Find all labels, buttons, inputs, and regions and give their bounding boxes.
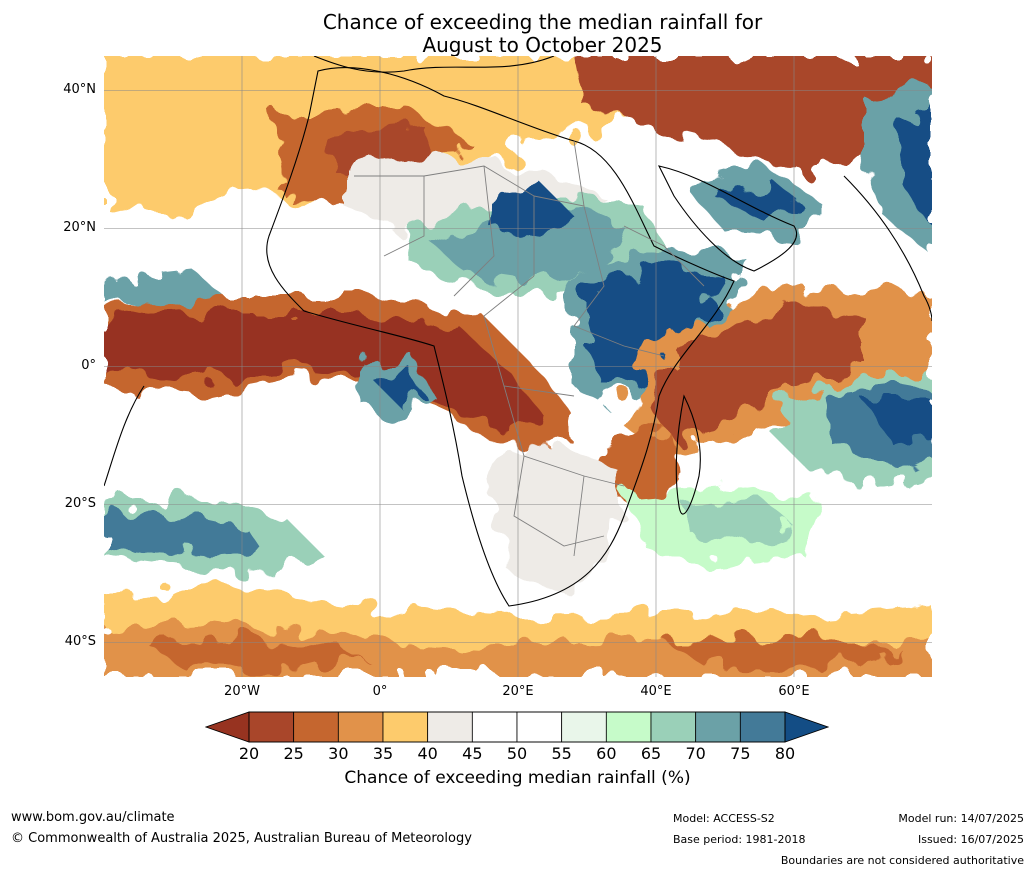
colorbar-cell <box>427 711 473 743</box>
colorbar-cell <box>337 711 384 743</box>
colorbar-tick-label: 50 <box>506 744 528 763</box>
footer-disclaimer: Boundaries are not considered authoritat… <box>780 854 1024 867</box>
lat-label-0: 0° <box>81 358 96 373</box>
colorbar-tick-label: 40 <box>417 744 438 763</box>
footer-website[interactable]: www.bom.gov.au/climate <box>11 810 175 825</box>
colorbar-tick-label: 70 <box>685 744 706 763</box>
colorbar-tick-label: 45 <box>462 744 483 763</box>
lon-label-40e: 40°E <box>640 684 672 699</box>
colorbar-cell <box>382 711 429 743</box>
footer-model-run: Model run: 14/07/2025 <box>898 812 1024 825</box>
lon-label-20w: 20°W <box>224 684 260 699</box>
footer-copyright: © Commonwealth of Australia 2025, Austra… <box>11 831 472 846</box>
colorbar-cell <box>605 711 652 743</box>
colorbar-over-arrow <box>784 711 829 743</box>
india-coastline <box>843 175 932 322</box>
rainfall-map <box>104 56 932 677</box>
colorbar-tick-label: 65 <box>640 744 662 763</box>
colorbar-tick-label: 20 <box>238 744 260 763</box>
colorbar-tick-label: 30 <box>328 744 349 763</box>
country-boundaries <box>354 140 705 557</box>
lat-label-40n: 40°N <box>63 82 96 97</box>
colorbar-tick-label: 80 <box>774 744 796 763</box>
map-title-line-1: Chance of exceeding the median rainfall … <box>322 10 763 34</box>
graticule <box>104 56 932 677</box>
madagascar-coastline <box>675 394 701 515</box>
colorbar-cell <box>695 711 741 743</box>
coastlines <box>104 56 932 607</box>
colorbar-cell <box>293 711 339 743</box>
europe-coastline <box>313 56 555 73</box>
colorbar-under-arrow <box>205 711 250 743</box>
colorbar <box>205 711 829 743</box>
map-title-line-2: August to October 2025 <box>422 33 663 57</box>
lat-label-20s: 20°S <box>64 496 96 511</box>
colorbar-cell <box>516 711 563 743</box>
lon-label-60e: 60°E <box>778 684 810 699</box>
lon-label-20e: 20°E <box>502 684 534 699</box>
colorbar-cell <box>739 711 786 743</box>
arabia-coastline <box>657 165 797 272</box>
colorbar-tick-label: 75 <box>730 744 751 763</box>
rainfall-field <box>104 56 932 677</box>
colorbar-label: Chance of exceeding median rainfall (%) <box>344 768 691 788</box>
colorbar-tick-label: 55 <box>551 744 572 763</box>
colorbar-tick-label: 35 <box>372 744 394 763</box>
lat-label-40s: 40°S <box>64 634 96 649</box>
colorbar-tick-label: 60 <box>596 744 617 763</box>
south-america-coastline <box>104 385 145 487</box>
colorbar-cell <box>248 711 295 743</box>
colorbar-cell <box>471 711 518 743</box>
footer-model: Model: ACCESS-S2 <box>673 812 775 825</box>
colorbar-tick-label: 25 <box>283 744 304 763</box>
africa-coastline <box>266 67 735 607</box>
lon-label-0: 0° <box>372 684 388 699</box>
lat-label-20n: 20°N <box>63 220 96 235</box>
colorbar-cell <box>650 711 697 743</box>
colorbar-cell <box>561 711 607 743</box>
footer-base-period: Base period: 1981-2018 <box>673 833 806 846</box>
footer-issued: Issued: 16/07/2025 <box>917 833 1024 846</box>
